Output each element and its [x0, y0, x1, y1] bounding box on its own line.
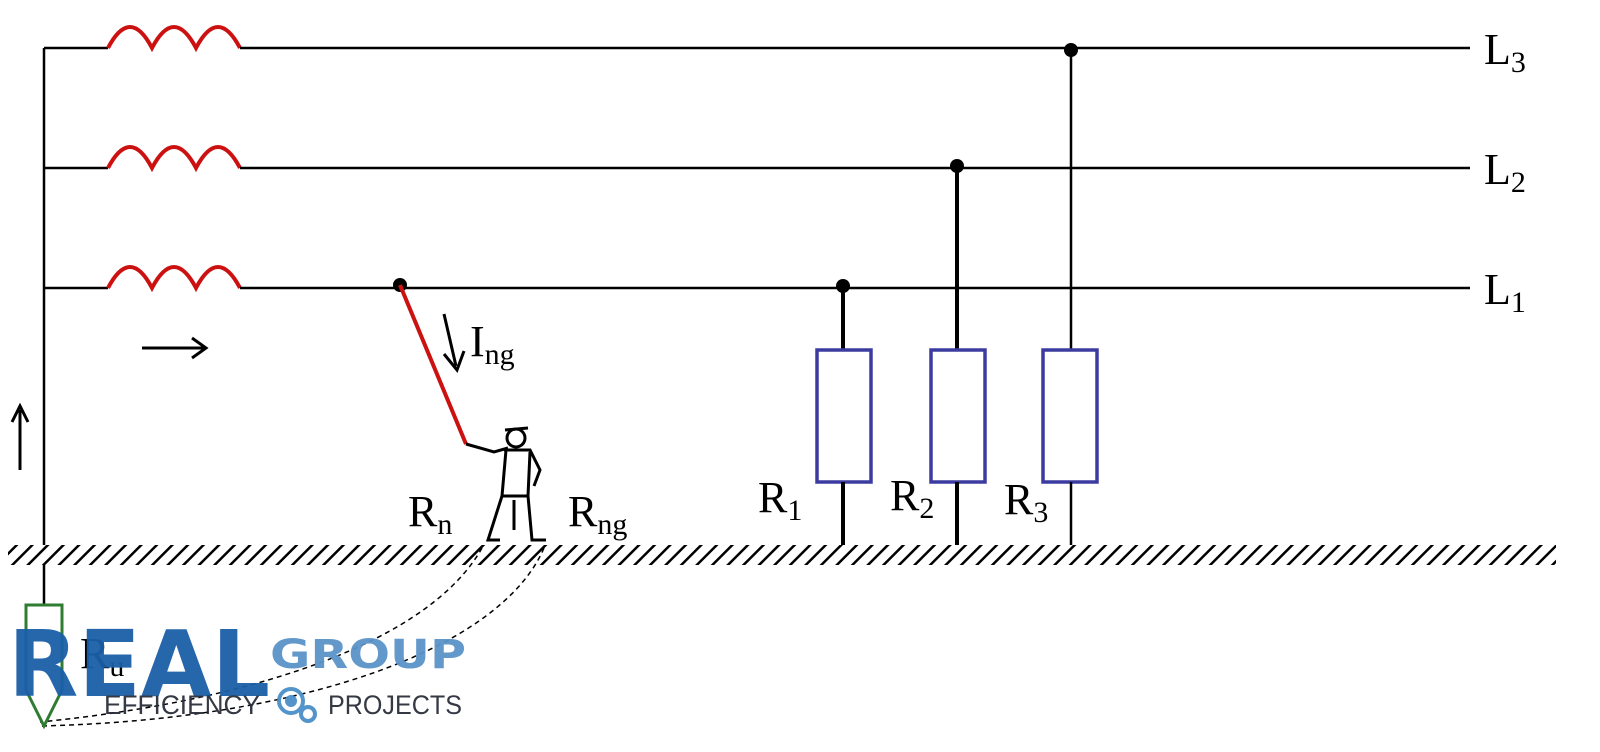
fault-current-arrow [442, 313, 466, 373]
svg-text:GROUP: GROUP [270, 632, 466, 678]
resistor-r1-body [815, 348, 873, 484]
company-logo: REAL GROUP EFFICIENCY PROJECTS [8, 611, 466, 723]
svg-text:PROJECTS: PROJECTS [328, 690, 462, 720]
phase-l1: L1 [44, 265, 1526, 319]
resistor-r1: R1 [758, 279, 873, 554]
fault-current-label: Ing [470, 317, 515, 371]
current-arrow-right [142, 336, 209, 360]
ground-line [8, 545, 1556, 565]
gears-icon [277, 687, 317, 723]
resistor-r3-label: R3 [1004, 475, 1048, 529]
resistor-r3-body [1041, 348, 1099, 484]
source-ground-label: Ru [80, 629, 124, 683]
svg-text:EFFICIENCY: EFFICIENCY [104, 690, 260, 720]
phase-l1-label: L1 [1484, 265, 1526, 319]
svg-text:REAL: REAL [8, 611, 270, 718]
resistor-r1-label: R1 [758, 473, 802, 527]
phase-l3: L3 [44, 25, 1526, 79]
earth-path-2 [39, 547, 545, 727]
current-arrow-up [10, 402, 30, 470]
person-left-resistance-label: Rn [408, 487, 452, 541]
person-icon [465, 426, 546, 542]
resistor-r2-body [929, 348, 987, 484]
phase-l2: L2 [44, 145, 1526, 199]
coil-l3 [106, 25, 242, 53]
resistor-r3: R3 [1004, 43, 1099, 554]
coil-l2 [106, 145, 242, 173]
resistor-r2: R2 [890, 159, 987, 554]
resistor-r2-label: R2 [890, 471, 934, 525]
earth-path-1 [39, 547, 483, 723]
fault-wire [398, 284, 468, 445]
ground-electrode-icon [24, 603, 64, 730]
coil-l1 [106, 265, 242, 293]
phase-l2-label: L2 [1484, 145, 1526, 199]
person-right-resistance-label: Rng [568, 487, 627, 541]
phase-l3-label: L3 [1484, 25, 1526, 79]
